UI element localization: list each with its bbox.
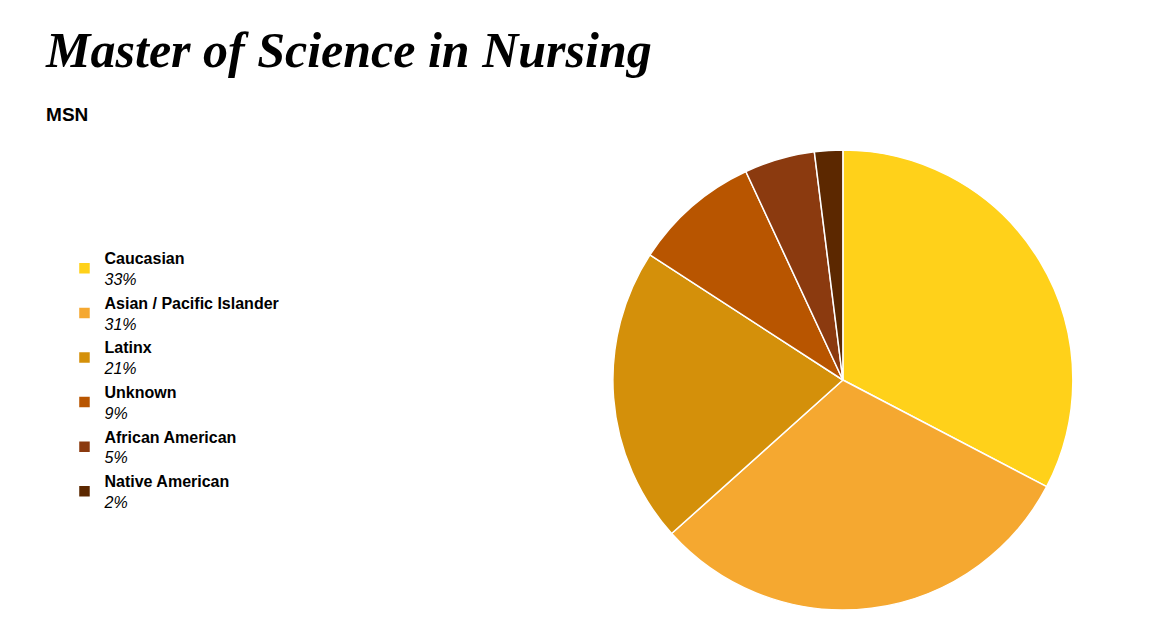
svg-text:African American5%: African American5% — [104, 429, 236, 467]
svg-text:Latinx21%: Latinx21% — [103, 339, 151, 377]
svg-text:Unknown9%: Unknown9% — [104, 384, 176, 422]
svg-text:MSN: MSN — [46, 104, 88, 125]
svg-text:Asian / Pacific Islander31%: Asian / Pacific Islander31% — [104, 295, 278, 333]
svg-text:Native American2%: Native American2% — [103, 473, 229, 511]
svg-text:Master of Science in Nursing: Master of Science in Nursing — [45, 22, 652, 78]
svg-text:Caucasian33%: Caucasian33% — [104, 250, 184, 288]
